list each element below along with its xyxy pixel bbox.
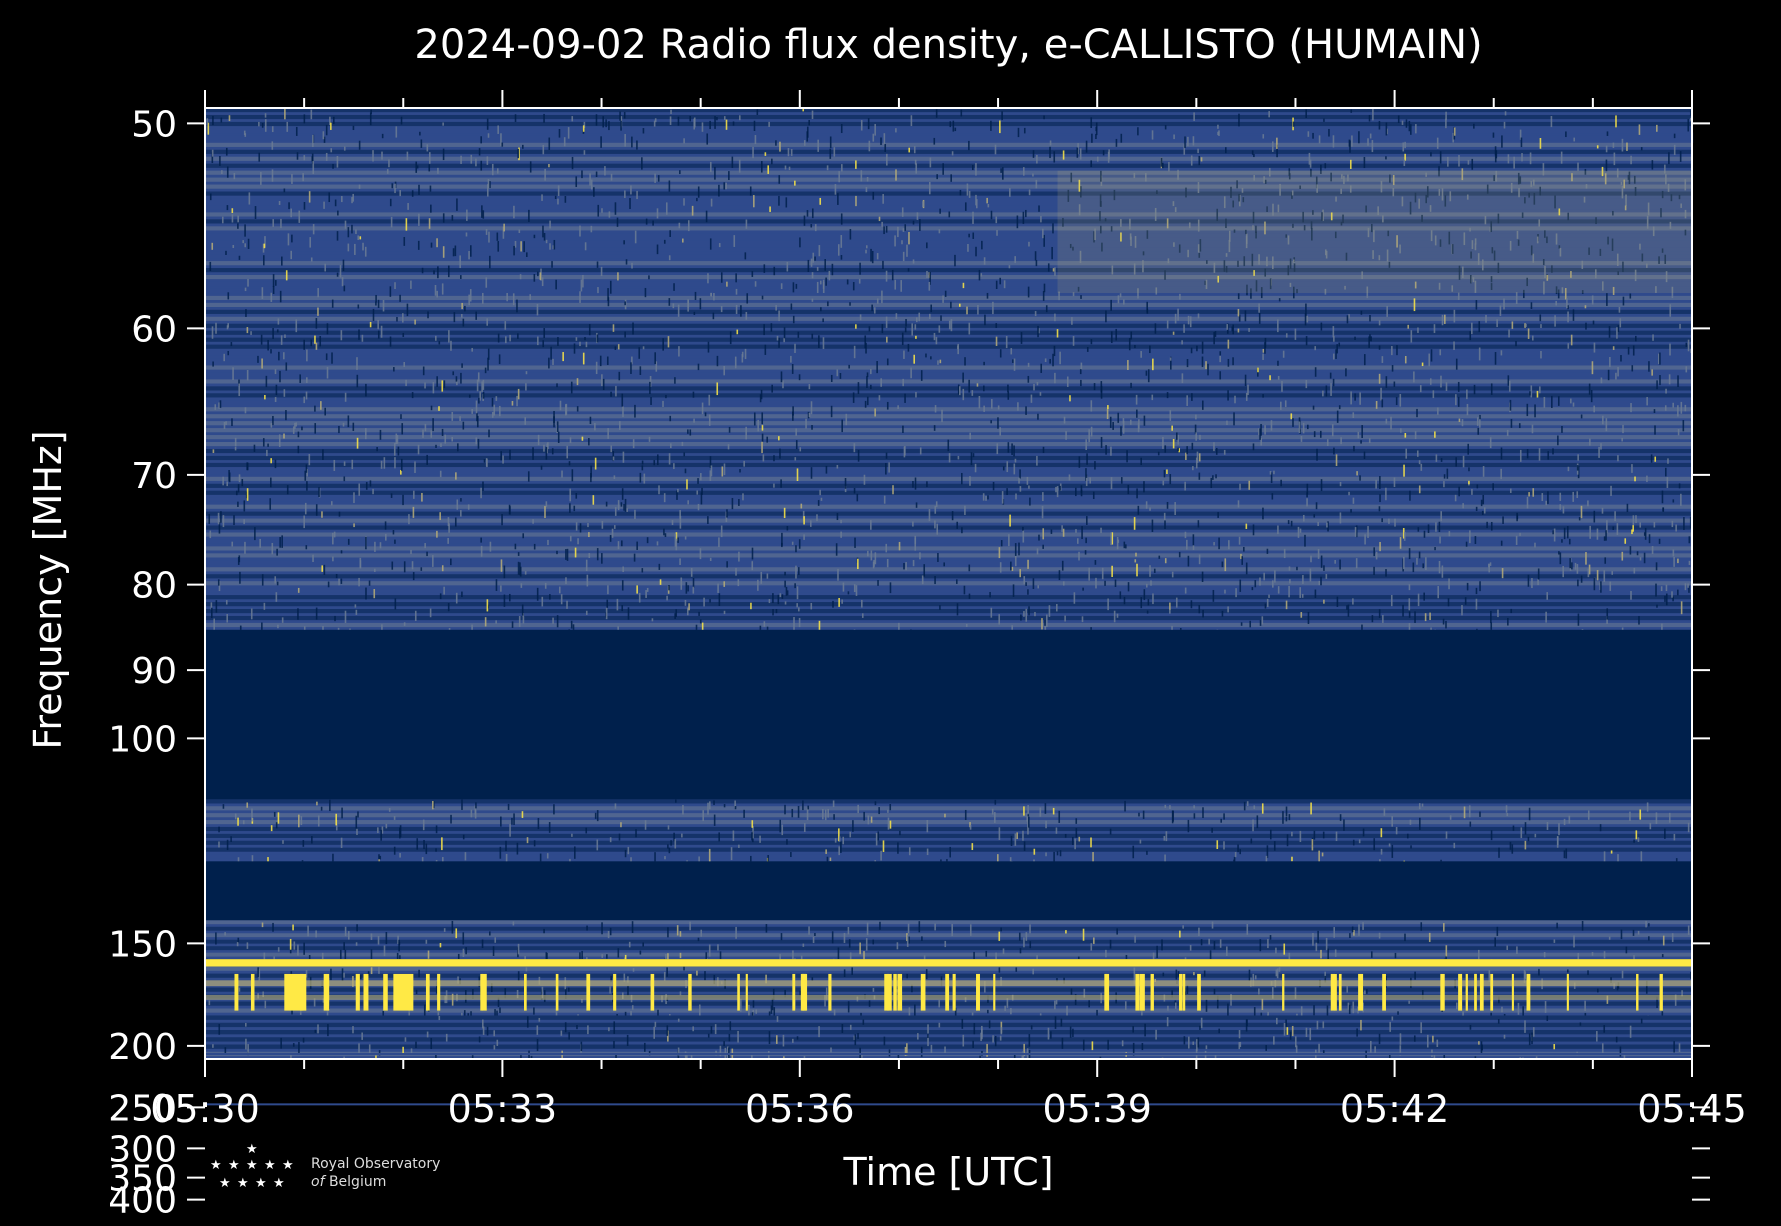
band-0 — [205, 108, 1694, 630]
band-1 — [205, 629, 1692, 800]
y-tick-label: 90 — [131, 651, 177, 692]
y-tick-label: 200 — [108, 1027, 177, 1068]
y-tick-label: 70 — [131, 456, 177, 497]
x-tick-label: 05:39 — [1042, 1087, 1152, 1131]
x-tick-label: 05:42 — [1340, 1087, 1450, 1131]
y-tick-label: 80 — [131, 566, 177, 607]
logo-text: Royal Observatory of Belgium — [311, 1155, 440, 1191]
y-tick-label: 300 — [108, 1129, 177, 1170]
logo-of: of — [311, 1174, 325, 1190]
x-tick-label: 05:45 — [1637, 1087, 1747, 1131]
x-axis-label: Time [UTC] — [843, 1150, 1054, 1194]
band-7 — [205, 1015, 1692, 1059]
logo-line-1: Royal Observatory — [311, 1156, 441, 1172]
y-tick-label: 100 — [108, 719, 177, 760]
y-tick-label: 400 — [108, 1181, 177, 1222]
y-tick-label: 60 — [131, 309, 177, 350]
logo-line-2: Belgium — [328, 1174, 387, 1190]
y-tick-label: 250 — [108, 1088, 177, 1129]
y-tick-label: 350 — [108, 1159, 177, 1200]
band-9 — [205, 1053, 1692, 1106]
plot-area — [205, 108, 1694, 1106]
y-tick-label: 50 — [131, 104, 177, 145]
x-tick-label: 05:36 — [745, 1087, 855, 1131]
plot-frame — [204, 107, 1693, 1060]
band-4 — [205, 920, 1692, 960]
y-axis-label: Frequency [MHz] — [26, 430, 70, 750]
band-3 — [205, 861, 1692, 921]
stars-icon: ★ ★ ★ ★ ★ ★ ★ ★ ★ ★ — [210, 1142, 294, 1191]
band-5 — [205, 959, 1692, 967]
band-2 — [205, 799, 1692, 862]
observatory-logo: ★ ★ ★ ★ ★ ★ ★ ★ ★ ★ Royal Observatory of Belgiu… — [205, 1143, 485, 1201]
band-6 — [205, 966, 1692, 1016]
axes: 05:30 05:33 05:36 05:39 05:42 05:45 50 60 70 80 90… — [108, 90, 1747, 1222]
x-tick-label: 05:30 — [150, 1087, 260, 1131]
chart-title: 2024-09-02 Radio flux density, e-CALLIST… — [414, 22, 1483, 68]
diffuse-emission — [1057, 170, 1692, 294]
y-tick-label: 150 — [108, 924, 177, 965]
x-tick-label: 05:33 — [448, 1087, 558, 1131]
